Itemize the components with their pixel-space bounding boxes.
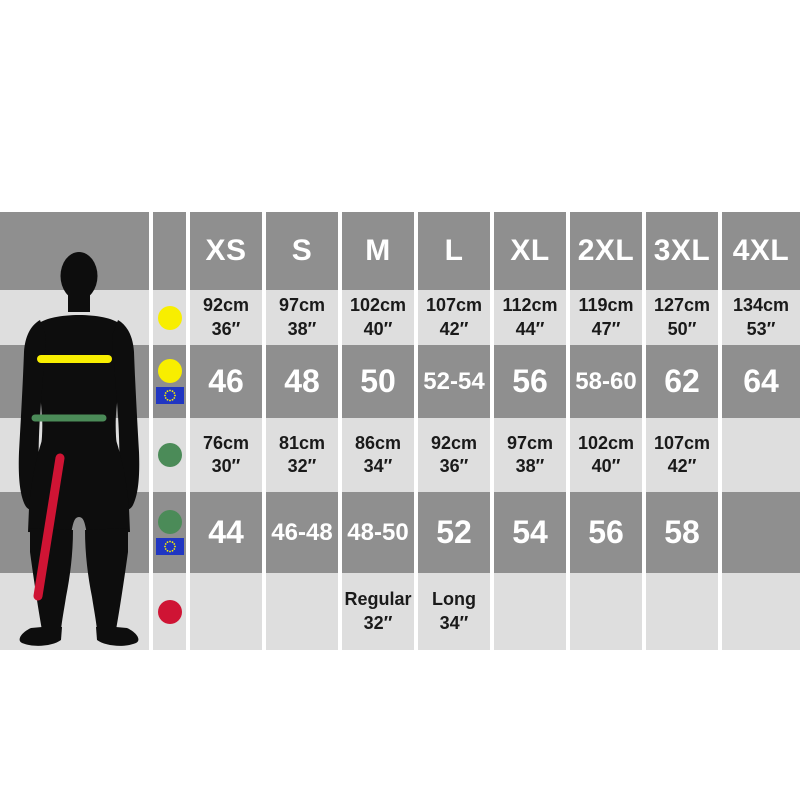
figure-panel [0,212,149,650]
chest-cm-marker-cell [153,290,186,345]
leg-length-cell [646,573,718,650]
green-dot-icon [157,443,182,467]
green-dot-icon [157,510,182,534]
waist-eu-cell: 52 [418,492,490,573]
eu-flag-icon [155,538,184,555]
waist-cm-cell: 76cm 30″ [190,418,262,492]
chest-cm-cell: 127cm 50″ [646,290,718,345]
waist-eu-cell [722,492,800,573]
chest-eu-marker-cell [153,345,186,418]
chest-eu-cell: 52-54 [418,345,490,418]
chest-eu-cell: 64 [722,345,800,418]
red-dot-icon [157,599,182,624]
waist-eu-marker-cell [153,492,186,573]
col-header-l: L [418,212,490,290]
waist-cm-marker-cell [153,418,186,492]
leg-length-cell [570,573,642,650]
col-header-m: M [342,212,414,290]
waist-eu-cell: 56 [570,492,642,573]
col-header-3xl: 3XL [646,212,718,290]
col-header-s: S [266,212,338,290]
chest-cm-cell: 97cm 38″ [266,290,338,345]
waist-cm-cell: 97cm 38″ [494,418,566,492]
chest-eu-cell: 56 [494,345,566,418]
leg-length-marker-cell [153,573,186,650]
chest-eu-cell: 58-60 [570,345,642,418]
waist-eu-cell: 58 [646,492,718,573]
yellow-dot-icon [157,305,182,330]
chest-cm-cell: 112cm 44″ [494,290,566,345]
waist-eu-cell: 54 [494,492,566,573]
chest-cm-cell: 134cm 53″ [722,290,800,345]
waist-eu-cell: 48-50 [342,492,414,573]
waist-cm-cell [722,418,800,492]
col-header-xl: XL [494,212,566,290]
chest-eu-cell: 50 [342,345,414,418]
silhouette-head [60,252,98,300]
waist-cm-cell: 86cm 34″ [342,418,414,492]
yellow-dot-icon [157,359,182,383]
human-silhouette-graphic [18,252,140,646]
chest-cm-cell: 102cm 40″ [342,290,414,345]
waist-cm-cell: 102cm 40″ [570,418,642,492]
chest-cm-cell: 107cm 42″ [418,290,490,345]
waist-eu-cell: 44 [190,492,262,573]
inside-leg-line-marker [33,453,65,601]
chest-eu-cell: 48 [266,345,338,418]
col-header-xs: XS [190,212,262,290]
waist-cm-cell: 92cm 36″ [418,418,490,492]
waist-cm-cell: 107cm 42″ [646,418,718,492]
leg-length-cell: Long 34″ [418,573,490,650]
chest-eu-cell: 46 [190,345,262,418]
leg-length-cell [190,573,262,650]
leg-length-cell [722,573,800,650]
leg-length-cell [494,573,566,650]
waist-cm-cell: 81cm 32″ [266,418,338,492]
chest-cm-cell: 119cm 47″ [570,290,642,345]
marker-column-header [153,212,186,290]
eu-flag-icon [155,387,184,404]
size-chart: XS S M L XL 2XL 3XL 4XL 92cm 36″ 97cm 38… [0,212,800,650]
col-header-2xl: 2XL [570,212,642,290]
chest-eu-cell: 62 [646,345,718,418]
leg-length-cell [266,573,338,650]
col-header-4xl: 4XL [722,212,800,290]
waist-eu-cell: 46-48 [266,492,338,573]
chest-cm-cell: 92cm 36″ [190,290,262,345]
leg-length-cell: Regular 32″ [342,573,414,650]
